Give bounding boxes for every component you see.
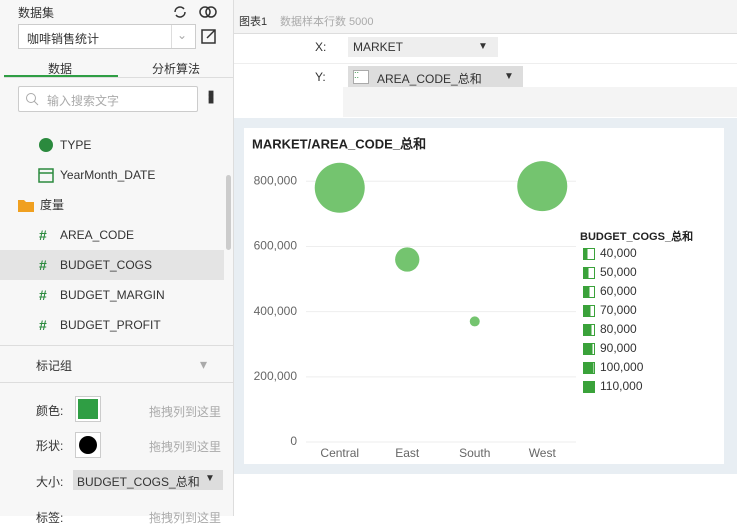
field-label: BUDGET_COGS bbox=[60, 258, 153, 272]
x-shelf-pill[interactable]: MARKET ▼ bbox=[348, 37, 498, 57]
drop-hint: 拖拽列到这里 bbox=[149, 405, 222, 419]
field[interactable]: # BUDGET_COGS bbox=[0, 250, 224, 280]
legend-icon bbox=[583, 324, 592, 336]
legend-label: 60,000 bbox=[600, 284, 637, 298]
legend-icon bbox=[583, 286, 590, 298]
edit-icon[interactable] bbox=[200, 27, 218, 45]
shape-label: 形状: bbox=[36, 439, 64, 453]
bubble bbox=[469, 316, 480, 327]
drop-hint: 拖拽列到这里 bbox=[149, 440, 222, 454]
folder-label: 度量 bbox=[40, 198, 65, 212]
label-label: 标签: bbox=[36, 511, 64, 525]
chart-header: 图表1 数据样本行数 5000 bbox=[234, 0, 737, 34]
bubble bbox=[395, 247, 420, 272]
field-label: YearMonth_DATE bbox=[60, 168, 156, 182]
field-label: TYPE bbox=[60, 138, 92, 152]
field[interactable]: # BUDGET_MARGIN bbox=[0, 280, 224, 310]
color-swatch[interactable] bbox=[75, 396, 101, 422]
x-tick-label: South bbox=[459, 446, 490, 460]
y-tick-label: 0 bbox=[290, 434, 297, 448]
y-tick-label: 600,000 bbox=[254, 239, 298, 253]
size-pill[interactable]: BUDGET_COGS_总和 ▼ bbox=[73, 470, 223, 490]
search-input[interactable]: 输入搜索文字 bbox=[18, 86, 198, 112]
legend-label: 50,000 bbox=[600, 265, 637, 279]
color-label: 颜色: bbox=[36, 404, 64, 418]
bubble bbox=[314, 162, 365, 213]
y-tick-label: 200,000 bbox=[254, 369, 298, 383]
dataset-icons[interactable] bbox=[171, 3, 221, 21]
y-shelf-field: AREA_CODE_总和 bbox=[377, 72, 482, 86]
drop-hint: 拖拽列到这里 bbox=[149, 511, 222, 525]
field[interactable]: # BUDGET_PROFIT bbox=[0, 310, 224, 340]
bubble bbox=[517, 161, 568, 212]
x-shelf-field: MARKET bbox=[353, 40, 404, 54]
tab-algo[interactable]: 分析算法 bbox=[152, 62, 201, 76]
legend-title: BUDGET_COGS_总和 bbox=[580, 229, 693, 243]
sample-rows: 数据样本行数 5000 bbox=[280, 16, 374, 28]
field[interactable]: YearMonth_DATE bbox=[0, 160, 224, 190]
shape-swatch[interactable] bbox=[75, 432, 101, 458]
x-tick-label: Central bbox=[320, 446, 359, 460]
legend-label: 100,000 bbox=[600, 360, 644, 374]
dataset-title: 数据集 bbox=[18, 6, 55, 20]
legend-icon bbox=[583, 267, 589, 279]
y-tick-label: 800,000 bbox=[254, 173, 298, 187]
size-label: 大小: bbox=[36, 475, 64, 489]
tab-data[interactable]: 数据 bbox=[48, 62, 73, 76]
field[interactable]: # AREA_CODE bbox=[0, 220, 224, 250]
y-shelf-pill[interactable]: ⁚⁚ AREA_CODE_总和 ▼ bbox=[348, 66, 523, 87]
y-shelf-label: Y: bbox=[315, 70, 326, 84]
chart-title: MARKET/AREA_CODE_总和 bbox=[252, 136, 426, 151]
legend-icon bbox=[583, 362, 594, 374]
legend-icon bbox=[583, 381, 595, 393]
field[interactable]: TYPE bbox=[0, 130, 224, 160]
marks-title: 标记组 bbox=[36, 359, 73, 373]
folder[interactable]: 度量 bbox=[0, 190, 224, 220]
legend-label: 80,000 bbox=[600, 322, 637, 336]
field-label: AREA_CODE bbox=[60, 228, 135, 242]
dataset-name: 咖啡销售统计 bbox=[27, 32, 100, 46]
chart: MARKET/AREA_CODE_总和 0 200,000 400,000 600,0… bbox=[244, 128, 724, 464]
legend-label: 110,000 bbox=[600, 379, 643, 393]
dataset-select[interactable]: 咖啡销售统计 ⌄ bbox=[18, 24, 196, 49]
sidebar: 数据集 咖啡销售统计 ⌄ 数据 分析算法 输入搜索文字 ■ ■ ■ TYPE Yea… bbox=[0, 0, 234, 525]
field-label: BUDGET_PROFIT bbox=[60, 318, 161, 332]
legend-label: 40,000 bbox=[600, 246, 637, 260]
legend-icon bbox=[583, 248, 588, 260]
legend-icon bbox=[583, 343, 593, 355]
search-placeholder: 输入搜索文字 bbox=[47, 94, 120, 108]
x-tick-label: West bbox=[529, 446, 557, 460]
legend-label: 70,000 bbox=[600, 303, 637, 317]
x-tick-label: East bbox=[395, 446, 420, 460]
x-shelf-label: X: bbox=[315, 40, 327, 54]
field-label: BUDGET_MARGIN bbox=[60, 288, 165, 302]
legend-label: 90,000 bbox=[600, 341, 637, 355]
chart-name: 图表1 bbox=[239, 16, 268, 28]
legend-icon bbox=[583, 305, 591, 317]
y-tick-label: 400,000 bbox=[254, 304, 298, 318]
size-field: BUDGET_COGS_总和 bbox=[77, 475, 200, 489]
